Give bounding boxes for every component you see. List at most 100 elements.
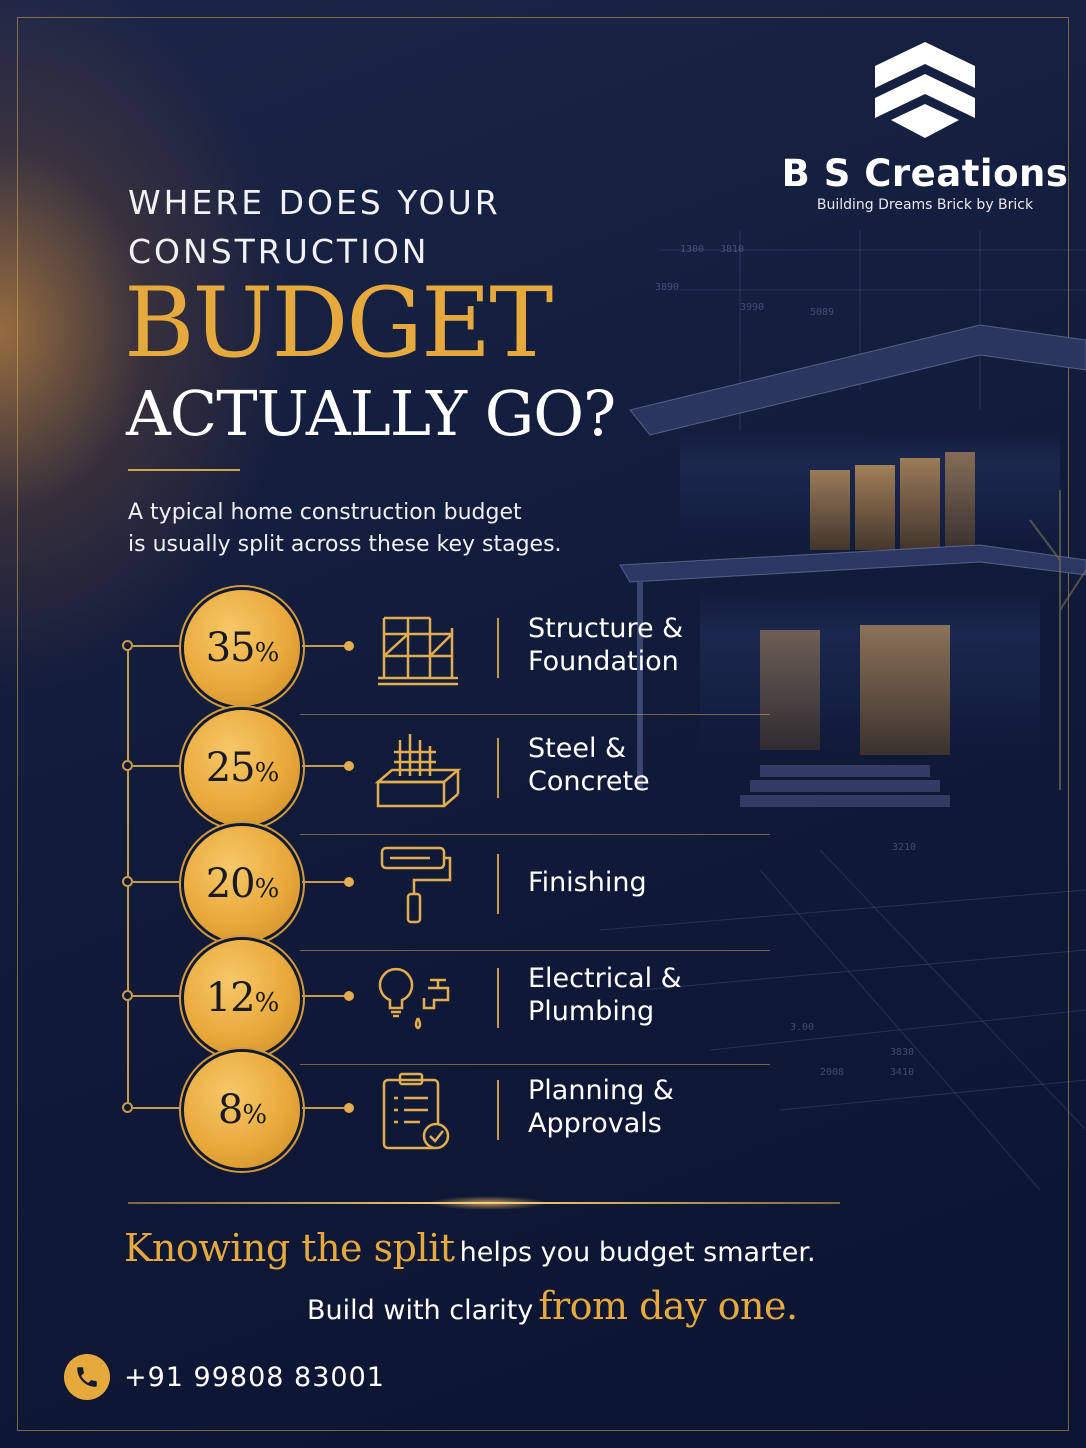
percent-value: 35 [205,625,256,671]
percent-value: 12 [205,975,256,1021]
percent-value: 8 [217,1087,243,1133]
svg-text:3410: 3410 [890,1067,914,1078]
connector [133,1107,187,1109]
stage-finishing: 20% Finishing [0,826,800,951]
footer-line-1-gold: Knowing the split [124,1226,455,1270]
footer-divider [128,1196,840,1210]
intro-line-1: A typical home construction budget [128,500,522,525]
stage-structure-foundation: 35% [0,590,800,715]
footer-line-2-gold: from day one. [538,1284,798,1328]
connector [302,881,348,883]
timeline-node [122,1102,133,1113]
stacked-chevrons-house-logo [875,42,975,138]
phone-number[interactable]: +91 99808 83001 [124,1361,385,1393]
percent-badge: 20% [184,826,300,942]
intro-text: A typical home construction budget is us… [128,497,598,561]
svg-text:3810: 3810 [720,244,744,255]
kicker-line-1: WHERE DOES YOUR [128,183,501,222]
svg-text:3990: 3990 [740,302,764,313]
headline-emphasis: BUDGET [124,267,553,379]
percent-badge: 35% [184,590,300,706]
label-line-1: Electrical & [528,963,682,994]
rebar-concrete-icon [374,734,462,808]
label-line-1: Planning & [528,1075,674,1106]
label-line-1: Finishing [528,867,647,898]
connector [302,765,348,767]
stage-label: Steel & Concrete [528,732,788,798]
svg-text:3210: 3210 [892,842,916,853]
brand-name: B S Creations [781,152,1069,195]
timeline-spine [127,645,129,1106]
scaffold-structure-icon [378,616,458,686]
phone-contact[interactable]: +91 99808 83001 [64,1354,385,1400]
percent-value: 25 [205,745,256,791]
stage-label: Planning & Approvals [528,1074,788,1140]
divider [497,854,499,914]
svg-text:3.00: 3.00 [790,1022,814,1033]
connector [302,645,348,647]
percent-badge: 25% [184,710,300,826]
timeline-node [122,640,133,651]
stage-label: Structure & Foundation [528,612,788,678]
kicker-line-2: CONSTRUCTION [128,232,430,271]
bulb-tap-icon [378,968,450,1030]
house-illustration: 1300 3810 3890 3990 5089 3210 3.00 3830 … [599,230,1086,1191]
svg-text:5089: 5089 [810,307,834,318]
timeline-node [122,990,133,1001]
label-line-1: Structure & [528,613,684,644]
timeline-node [122,876,133,887]
svg-text:3890: 3890 [655,282,679,293]
label-line-2: Concrete [528,766,650,797]
timeline-node [122,760,133,771]
phone-icon [64,1354,110,1400]
label-line-2: Foundation [528,646,679,677]
percent-badge: 12% [184,940,300,1056]
footer-line-1-rest: helps you budget smarter. [459,1237,816,1268]
row-separator [300,714,770,715]
paint-roller-icon [380,846,452,924]
headline-divider [128,469,240,471]
divider [497,738,499,798]
stage-label: Finishing [528,866,788,899]
svg-text:2008: 2008 [820,1067,844,1078]
connector [133,995,187,997]
label-line-1: Steel & [528,733,627,764]
stage-steel-concrete: 25% Steel & [0,710,800,835]
brand-logo: B S Creations Building Dreams Brick by B… [780,40,1070,213]
clipboard-check-icon [382,1072,450,1150]
divider [497,618,499,678]
svg-text:1300: 1300 [680,244,704,255]
connector [302,1107,348,1109]
percent-unit: % [254,638,280,668]
label-line-2: Approvals [528,1108,662,1139]
connector [133,765,187,767]
footer-line-1: Knowing the split helps you budget smart… [124,1226,816,1270]
stage-label: Electrical & Plumbing [528,962,788,1028]
connector-dot [344,877,354,887]
row-separator [300,950,770,951]
intro-line-2: is usually split across these key stages… [128,532,562,557]
percent-unit: % [254,988,280,1018]
label-line-2: Plumbing [528,996,655,1027]
stage-electrical-plumbing: 12% Electrical & Plumbing [0,940,800,1065]
connector [133,881,187,883]
stage-planning-approvals: 8% Planning & [0,1052,800,1168]
percent-unit: % [242,1100,267,1130]
connector [302,995,348,997]
percent-badge: 8% [184,1052,300,1168]
row-separator [300,1064,770,1065]
row-separator [300,834,770,835]
connector-dot [344,641,354,651]
percent-unit: % [254,758,280,788]
footer-line-2-rest: Build with clarity [307,1295,534,1326]
connector [133,645,187,647]
divider [497,968,499,1028]
connector-dot [344,991,354,1001]
brand-tagline: Building Dreams Brick by Brick [816,197,1034,213]
footer-line-2: Build with clarity from day one. [307,1284,798,1328]
svg-text:3830: 3830 [890,1047,914,1058]
connector-dot [344,761,354,771]
percent-value: 20 [205,861,256,907]
